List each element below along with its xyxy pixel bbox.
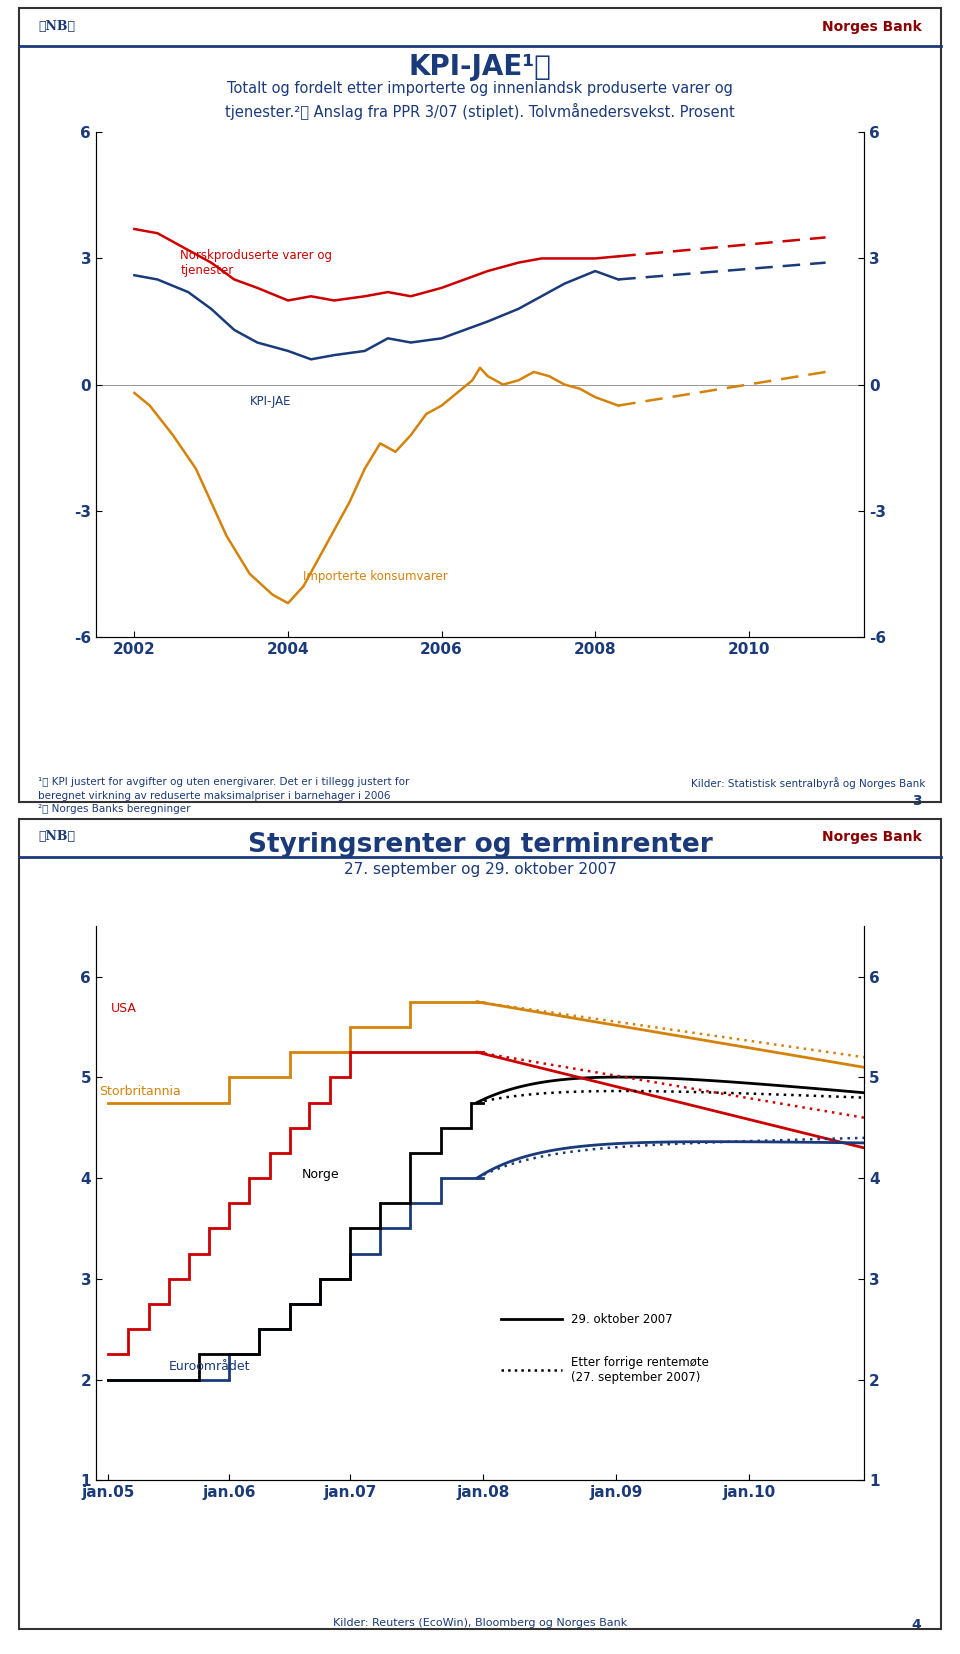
- Text: Etter forrige rentemøte
(27. september 2007): Etter forrige rentemøte (27. september 2…: [570, 1356, 708, 1383]
- Text: Euroområdet: Euroområdet: [169, 1360, 250, 1373]
- Text: KPI-JAE: KPI-JAE: [250, 395, 291, 409]
- Text: Kilder: Statistisk sentralbyrå og Norges Bank: Kilder: Statistisk sentralbyrå og Norges…: [691, 777, 925, 789]
- Text: 3: 3: [912, 794, 922, 807]
- Text: 29. oktober 2007: 29. oktober 2007: [570, 1313, 672, 1325]
- Text: Norges Bank: Norges Bank: [822, 830, 922, 844]
- Text: Norge: Norge: [301, 1168, 339, 1181]
- Text: Importerte konsumvarer: Importerte konsumvarer: [303, 569, 448, 582]
- Text: USA: USA: [111, 1002, 137, 1016]
- Text: ¹⧦ KPI justert for avgifter og uten energivarer. Det er i tillegg justert for: ¹⧦ KPI justert for avgifter og uten ener…: [38, 777, 410, 787]
- Text: Styringsrenter og terminrenter: Styringsrenter og terminrenter: [248, 832, 712, 858]
- Text: Kilder: Reuters (EcoWin), Bloomberg og Norges Bank: Kilder: Reuters (EcoWin), Bloomberg og N…: [333, 1618, 627, 1628]
- Text: ²⧦ Norges Banks beregninger: ²⧦ Norges Banks beregninger: [38, 804, 191, 814]
- Text: beregnet virkning av reduserte maksimalpriser i barnehager i 2006: beregnet virkning av reduserte maksimalp…: [38, 791, 391, 801]
- Text: ❖NB❖: ❖NB❖: [38, 830, 76, 844]
- Text: Storbritannia: Storbritannia: [99, 1085, 180, 1098]
- Text: ❖NB❖: ❖NB❖: [38, 20, 76, 33]
- Text: Totalt og fordelt etter importerte og innenlandsk produserte varer og: Totalt og fordelt etter importerte og in…: [228, 81, 732, 96]
- Text: KPI-JAE¹⧦: KPI-JAE¹⧦: [409, 53, 551, 81]
- Text: 4: 4: [912, 1618, 922, 1631]
- Text: Norskproduserte varer og
tjenester: Norskproduserte varer og tjenester: [180, 250, 332, 278]
- Text: 27. september og 29. oktober 2007: 27. september og 29. oktober 2007: [344, 862, 616, 877]
- Text: tjenester.²⧦ Anslag fra PPR 3/07 (stiplet). Tolvmånedersvekst. Prosent: tjenester.²⧦ Anslag fra PPR 3/07 (stiple…: [226, 103, 734, 119]
- Text: Norges Bank: Norges Bank: [822, 20, 922, 33]
